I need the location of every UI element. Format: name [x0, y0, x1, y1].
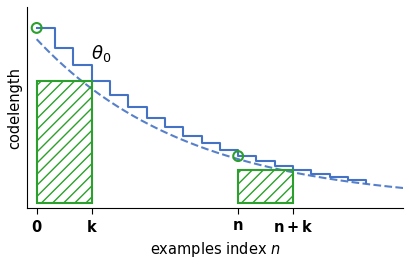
Point — [33, 26, 40, 30]
Point — [234, 154, 241, 158]
Y-axis label: codelength: codelength — [7, 66, 22, 148]
X-axis label: examples index $n$: examples index $n$ — [150, 240, 280, 259]
Text: $\theta_0$: $\theta_0$ — [91, 43, 111, 64]
Bar — [238, 170, 292, 203]
Bar — [36, 81, 91, 203]
